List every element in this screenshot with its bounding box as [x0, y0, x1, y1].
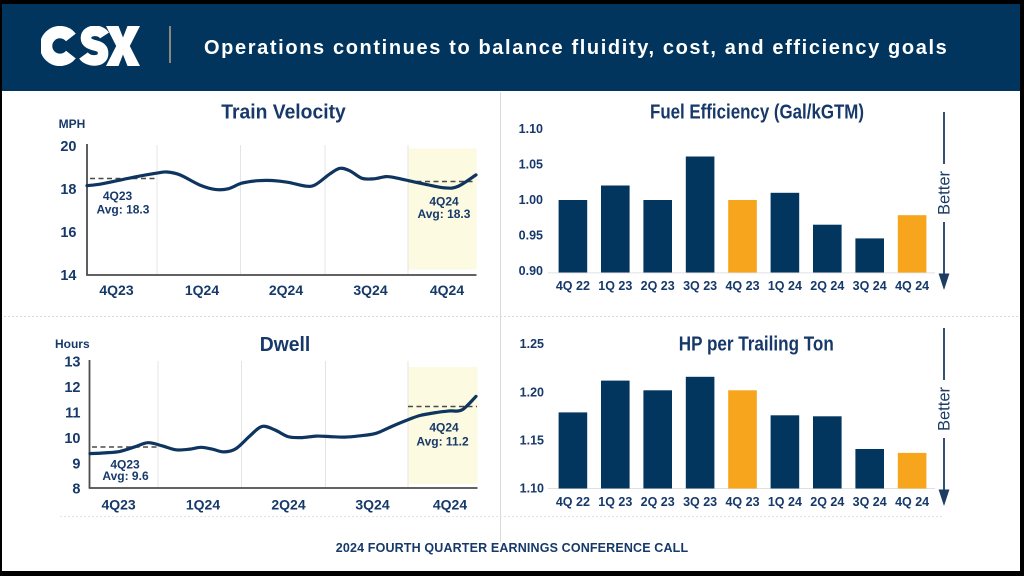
svg-text:4Q24: 4Q24	[429, 420, 459, 434]
svg-text:4Q24: 4Q24	[430, 282, 464, 298]
svg-text:2Q 23: 2Q 23	[641, 495, 675, 509]
svg-text:3Q24: 3Q24	[355, 497, 389, 513]
svg-text:2Q24: 2Q24	[269, 282, 303, 298]
svg-text:Avg: 9.6: Avg: 9.6	[102, 469, 149, 483]
svg-text:3Q 23: 3Q 23	[683, 279, 717, 293]
svg-text:10: 10	[64, 431, 80, 447]
svg-text:4Q 24: 4Q 24	[895, 495, 929, 509]
svg-text:Dwell: Dwell	[260, 334, 311, 356]
svg-text:3Q24: 3Q24	[353, 282, 387, 298]
svg-text:Better: Better	[936, 170, 954, 215]
svg-text:Avg: 18.3: Avg: 18.3	[97, 202, 150, 216]
svg-text:1.20: 1.20	[520, 386, 544, 400]
svg-text:1.00: 1.00	[519, 193, 543, 207]
svg-text:4Q23: 4Q23	[103, 189, 133, 203]
svg-text:4Q 23: 4Q 23	[725, 279, 759, 293]
svg-text:3Q 23: 3Q 23	[683, 495, 717, 509]
svg-text:20: 20	[60, 139, 76, 155]
svg-text:MPH: MPH	[59, 117, 86, 131]
svg-text:2Q 23: 2Q 23	[641, 279, 675, 293]
svg-text:1Q 24: 1Q 24	[768, 279, 802, 293]
svg-text:4Q 23: 4Q 23	[725, 495, 759, 509]
svg-text:16: 16	[60, 225, 76, 241]
svg-text:2Q 24: 2Q 24	[810, 279, 844, 293]
svg-text:3Q 24: 3Q 24	[853, 279, 887, 293]
svg-text:1Q24: 1Q24	[186, 497, 220, 513]
svg-text:11: 11	[65, 405, 80, 421]
svg-text:0.90: 0.90	[519, 264, 543, 278]
svg-text:13: 13	[64, 355, 80, 371]
svg-text:Hours: Hours	[55, 337, 90, 351]
svg-text:4Q 22: 4Q 22	[556, 495, 590, 509]
svg-text:2024 FOURTH QUARTER EARNINGS C: 2024 FOURTH QUARTER EARNINGS CONFERENCE …	[336, 541, 689, 555]
svg-text:Better: Better	[936, 386, 954, 431]
svg-text:18: 18	[60, 182, 76, 198]
svg-text:4Q 24: 4Q 24	[895, 279, 929, 293]
svg-text:1.10: 1.10	[520, 482, 544, 496]
svg-text:1.25: 1.25	[520, 337, 544, 351]
svg-text:Fuel Efficiency (Gal/kGTM): Fuel Efficiency (Gal/kGTM)	[650, 102, 864, 124]
svg-text:Train Velocity: Train Velocity	[221, 102, 346, 124]
svg-text:4Q 22: 4Q 22	[556, 279, 590, 293]
svg-text:1.05: 1.05	[519, 158, 543, 172]
svg-text:0.95: 0.95	[519, 229, 543, 243]
svg-text:1.15: 1.15	[520, 434, 544, 448]
svg-text:3Q 24: 3Q 24	[853, 495, 887, 509]
svg-text:1Q 24: 1Q 24	[768, 495, 802, 509]
svg-text:4Q24: 4Q24	[433, 497, 467, 513]
svg-text:1.10: 1.10	[519, 122, 543, 136]
svg-text:Avg: 11.2: Avg: 11.2	[416, 434, 469, 448]
svg-text:9: 9	[72, 456, 80, 472]
svg-text:4Q24: 4Q24	[429, 195, 459, 209]
svg-text:Avg: 18.3: Avg: 18.3	[418, 207, 471, 221]
svg-text:1Q 23: 1Q 23	[598, 495, 632, 509]
svg-text:2Q 24: 2Q 24	[810, 495, 844, 509]
svg-text:14: 14	[60, 268, 76, 284]
svg-text:HP per Trailing Ton: HP per Trailing Ton	[679, 334, 834, 356]
svg-text:4Q23: 4Q23	[110, 457, 140, 471]
svg-text:4Q23: 4Q23	[101, 497, 135, 513]
svg-text:2Q24: 2Q24	[271, 497, 305, 513]
svg-text:1Q24: 1Q24	[185, 282, 219, 298]
svg-text:4Q23: 4Q23	[99, 282, 133, 298]
svg-text:1Q 23: 1Q 23	[598, 279, 632, 293]
svg-text:12: 12	[64, 380, 80, 396]
svg-text:8: 8	[72, 482, 80, 498]
